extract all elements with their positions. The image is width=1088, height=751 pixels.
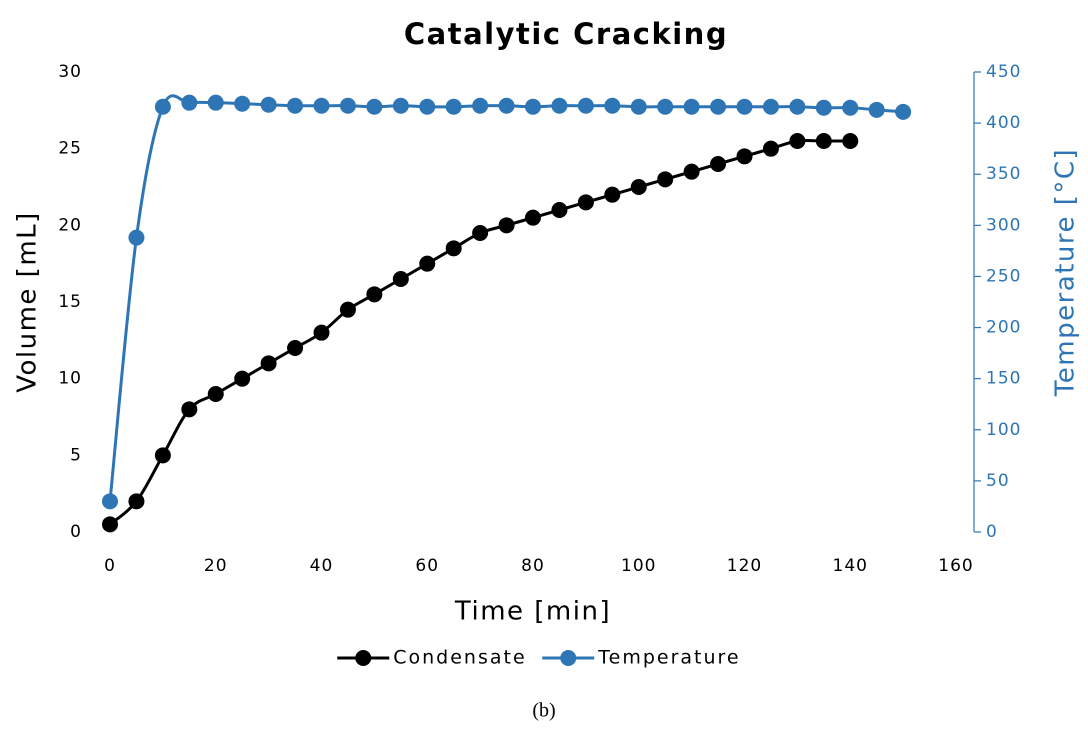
x-tick-label: 60: [415, 556, 439, 576]
data-point: [260, 355, 277, 372]
data-point: [604, 186, 621, 203]
x-tick-label: 160: [938, 556, 973, 576]
data-point: [762, 140, 779, 157]
data-point: [683, 98, 700, 115]
y2-tick-label: 400: [986, 113, 1021, 133]
data-point: [657, 98, 674, 115]
data-point: [789, 133, 806, 149]
data-point: [815, 133, 832, 149]
data-point: [234, 95, 251, 112]
y-tick-label: 15: [58, 292, 82, 312]
y2-axis-title: Temperature [°C]: [1051, 148, 1081, 397]
y2-tick-label: 150: [986, 369, 1021, 389]
data-point: [366, 286, 383, 303]
data-point: [234, 370, 251, 387]
y2-tick-label: 350: [986, 164, 1021, 184]
data-point: [128, 229, 145, 246]
x-tick-label: 140: [833, 556, 868, 576]
data-point: [366, 98, 383, 115]
data-point: [815, 99, 832, 116]
data-point: [498, 217, 515, 234]
x-tick-label: 0: [104, 556, 116, 576]
legend-swatch-marker: [560, 650, 577, 666]
data-point: [419, 98, 436, 115]
y2-tick-label: 450: [986, 62, 1021, 82]
y2-tick-label: 100: [986, 420, 1021, 440]
data-point: [736, 148, 753, 165]
y2-tick-label: 0: [986, 522, 998, 542]
caption: (b): [532, 700, 555, 722]
data-point: [260, 96, 277, 113]
x-tick-label: 100: [621, 556, 656, 576]
series-line: [109, 138, 851, 526]
data-point: [392, 271, 409, 287]
data-point: [207, 94, 224, 111]
y-tick-label: 5: [70, 445, 82, 465]
data-point: [657, 171, 674, 188]
data-point: [842, 99, 859, 116]
data-point: [630, 98, 647, 115]
data-point: [181, 94, 198, 111]
data-point: [181, 401, 198, 418]
data-point: [577, 194, 594, 211]
data-point: [445, 98, 462, 115]
data-point: [102, 516, 118, 533]
data-point: [577, 97, 594, 114]
chart-title: Catalytic Cracking: [404, 17, 728, 51]
data-point: [895, 103, 912, 120]
data-point: [419, 255, 436, 272]
y2-tick-label: 50: [986, 471, 1010, 491]
x-tick-label: 40: [310, 556, 334, 576]
data-point: [313, 97, 330, 114]
data-point: [207, 386, 224, 402]
data-point: [339, 301, 356, 318]
y2-tick-label: 250: [986, 266, 1021, 286]
y-axis-title: Volume [mL]: [13, 211, 43, 393]
data-point: [868, 101, 885, 118]
y-tick-label: 30: [58, 62, 82, 82]
data-point: [525, 98, 541, 115]
data-point: [710, 156, 727, 172]
data-point: [339, 97, 356, 114]
data-point: [313, 324, 330, 341]
data-point: [551, 202, 568, 218]
data-point: [736, 98, 753, 115]
data-point: [154, 447, 171, 464]
legend-swatch-marker: [355, 650, 372, 666]
x-tick-label: 80: [521, 556, 545, 576]
y-tick-label: 0: [70, 522, 82, 542]
x-tick-label: 120: [727, 556, 762, 576]
data-point: [445, 240, 462, 257]
x-tick-label: 20: [204, 556, 228, 576]
data-point: [525, 209, 541, 226]
data-point: [842, 133, 859, 149]
data-point: [789, 98, 806, 115]
data-point: [154, 98, 171, 115]
data-point: [128, 493, 145, 510]
data-point: [472, 225, 489, 241]
data-point: [604, 97, 621, 114]
y-tick-label: 20: [58, 215, 82, 235]
data-point: [683, 163, 700, 180]
y2-tick-label: 200: [986, 318, 1021, 338]
data-point: [102, 493, 118, 510]
x-axis-title: Time [min]: [454, 597, 611, 627]
y-tick-label: 25: [58, 139, 82, 159]
series-line: [108, 94, 904, 502]
data-point: [630, 179, 647, 195]
legend-label: Condensate: [393, 647, 526, 669]
y-tick-label: 10: [58, 369, 82, 389]
data-point: [392, 97, 409, 114]
data-point: [498, 97, 515, 114]
data-point: [762, 98, 779, 115]
data-point: [287, 97, 304, 114]
data-point: [710, 98, 727, 115]
y2-tick-label: 300: [986, 215, 1021, 235]
data-point: [287, 340, 304, 356]
data-point: [551, 97, 568, 114]
data-point: [472, 97, 489, 114]
legend-label: Temperature: [597, 647, 740, 669]
